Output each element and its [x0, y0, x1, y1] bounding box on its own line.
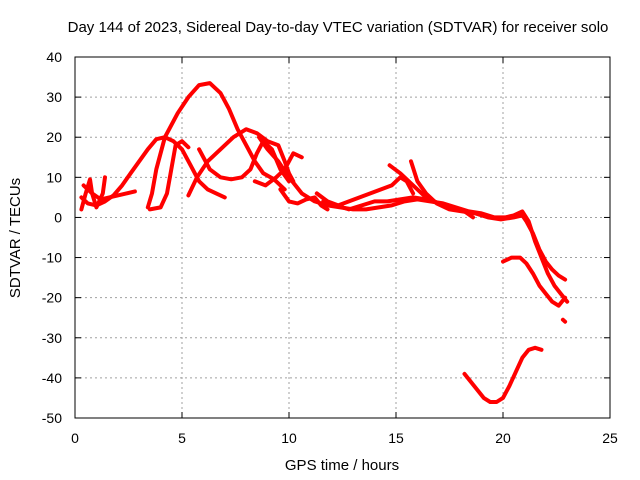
series-trace-1	[79, 135, 227, 208]
x-tick-label: 5	[178, 430, 186, 446]
y-tick-label: -10	[42, 250, 62, 266]
series-layer	[79, 81, 570, 404]
grid-lines	[75, 57, 610, 418]
y-tick-label: 30	[46, 89, 62, 105]
axis-ticks	[74, 56, 611, 419]
y-tick-labels: -50 -40 -30 -20 -10 0 10 20 30 40	[42, 49, 62, 426]
series-trace-17	[462, 345, 544, 404]
y-tick-label: -50	[42, 410, 62, 426]
plot-frame	[74, 56, 611, 419]
series-trace-10	[278, 187, 330, 212]
x-tick-labels: 0 5 10 15 20 25	[71, 430, 618, 446]
x-axis-title: GPS time / hours	[285, 457, 399, 474]
series-trace-13	[321, 195, 475, 220]
series-trace-5	[147, 139, 191, 212]
x-tick-label: 15	[388, 430, 404, 446]
series-trace-4	[145, 81, 287, 210]
y-axis-title: SDTVAR / TECUs	[7, 178, 24, 298]
y-tick-label: 20	[46, 129, 62, 145]
chart-title: Day 144 of 2023, Sidereal Day-to-day VTE…	[68, 19, 609, 36]
y-tick-label: -40	[42, 370, 62, 386]
y-tick-label: 10	[46, 169, 62, 185]
x-tick-label: 0	[71, 430, 79, 446]
series-trace-3	[79, 175, 107, 212]
x-tick-label: 10	[281, 430, 297, 446]
x-tick-label: 25	[602, 430, 618, 446]
y-tick-label: -20	[42, 290, 62, 306]
series-trace-15	[501, 255, 568, 308]
y-tick-label: 40	[46, 49, 62, 65]
series-trace-16	[560, 317, 568, 324]
y-tick-label: -30	[42, 330, 62, 346]
x-tick-label: 20	[495, 430, 511, 446]
series-trace-8	[252, 151, 304, 188]
series-trace-14	[409, 159, 568, 282]
y-tick-label: 0	[54, 209, 62, 225]
